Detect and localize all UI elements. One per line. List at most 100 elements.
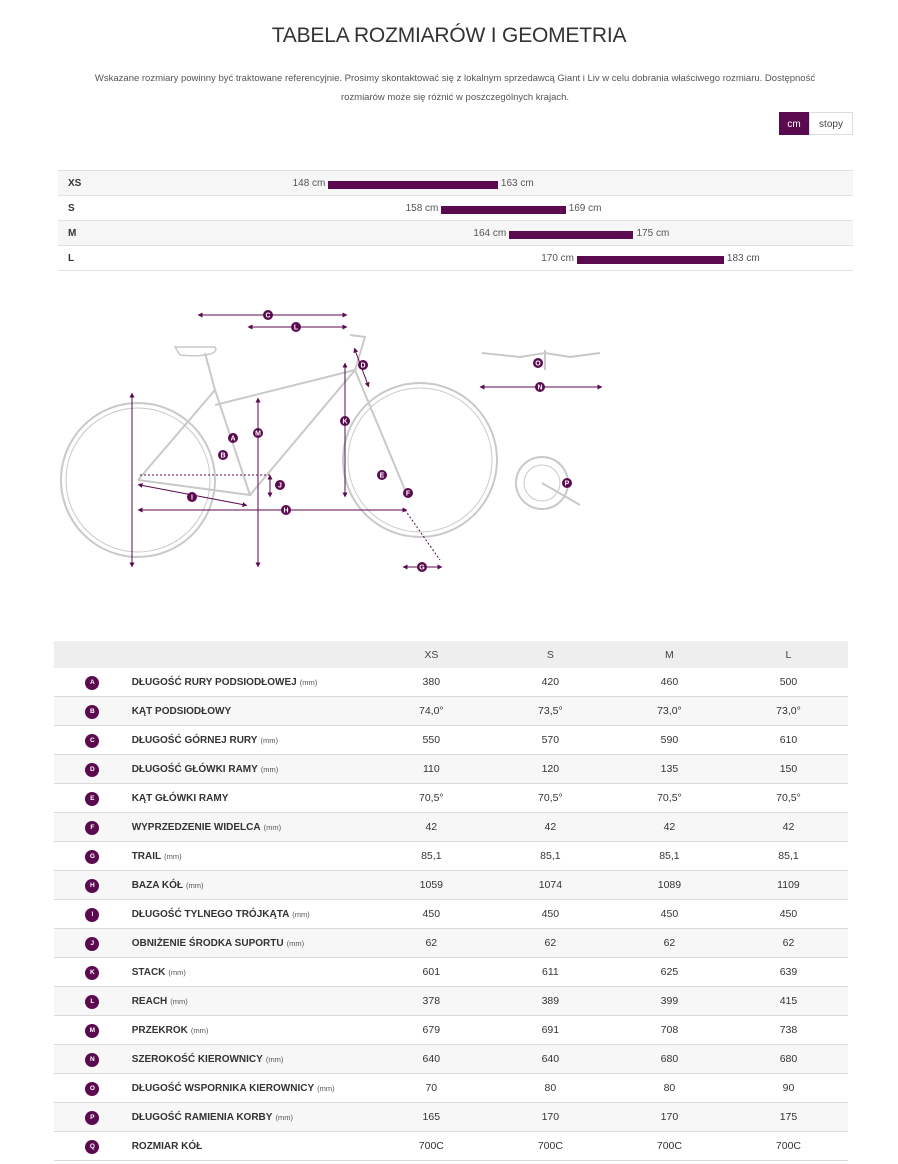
size-value-cell: 62 <box>728 928 848 958</box>
row-letter-cell: Q <box>54 1131 131 1161</box>
intro-line-2: rozmiarów może się różnić w poszczególny… <box>340 92 570 103</box>
table-row: A DŁUGOŚĆ RURY PODSIODŁOWEJ (mm) 380 420 460 5… <box>54 668 848 697</box>
row-name-cell: DŁUGOŚĆ GŁÓWKI RAMY (mm) <box>130 754 372 784</box>
row-letter-badge: Q <box>85 1139 100 1154</box>
size-value-cell: 610 <box>728 725 848 755</box>
diagram-marker-o: O <box>535 361 541 368</box>
unit-toggle: cm stopy <box>779 112 853 135</box>
row-letter-badge: G <box>85 849 100 864</box>
size-value-cell: 570 <box>490 725 610 755</box>
measurement-unit: (mm) <box>286 938 305 948</box>
size-value-cell: 70 <box>371 1073 491 1103</box>
row-name-cell: WYPRZEDZENIE WIDELCA (mm) <box>130 812 372 842</box>
diagram-marker-a: A <box>230 436 235 443</box>
measurement-name: KĄT PODSIODŁOWY <box>131 705 232 717</box>
diagram-marker-j: J <box>278 483 282 490</box>
row-letter-badge: D <box>85 762 100 777</box>
row-letter-badge: H <box>85 878 100 893</box>
diagram-markers: A B C D E F G H I J K L M N O P <box>187 310 572 572</box>
size-value-cell: 62 <box>490 928 610 958</box>
size-value-cell: 450 <box>490 899 610 929</box>
intro-text: Wskazane rozmiary powinny być traktowane… <box>50 69 860 107</box>
range-max-label: 183 cm <box>726 253 760 264</box>
size-value-cell: 175 <box>728 1102 848 1132</box>
size-range-row: S 158 cm 169 cm <box>58 195 853 220</box>
diagram-marker-o-dot <box>533 358 543 368</box>
row-letter-cell: F <box>54 812 131 842</box>
row-name-cell: DŁUGOŚĆ WSPORNIKA KIEROWNICY (mm) <box>130 1073 372 1103</box>
intro-line-1: Wskazane rozmiary powinny być traktowane… <box>94 73 816 84</box>
row-name-cell: BAZA KÓŁ (mm) <box>130 870 372 900</box>
measurement-name: BAZA KÓŁ <box>131 879 183 891</box>
size-label: M <box>68 228 77 239</box>
size-value-cell: 42 <box>609 812 729 842</box>
size-value-cell: 80 <box>490 1073 610 1103</box>
table-row: M PRZEKROK (mm) 679 691 708 738 <box>54 1015 848 1045</box>
diagram-marker-l-dot <box>291 322 301 332</box>
bike-geometry-diagram: A B C D E F G H I J K L M N O P <box>60 310 603 572</box>
size-value-cell: 1059 <box>371 870 491 900</box>
table-row: G TRAIL (mm) 85,1 85,1 85,1 85,1 <box>54 841 848 871</box>
size-value-cell: 170 <box>490 1102 610 1132</box>
size-value-cell: 1089 <box>609 870 729 900</box>
row-name-cell: ROZMIAR KÓŁ <box>130 1131 372 1161</box>
size-value-cell: 85,1 <box>371 841 491 871</box>
column-header: L <box>785 648 792 661</box>
measurement-unit: (mm) <box>170 996 188 1006</box>
size-value-cell: 150 <box>728 754 848 784</box>
measurement-name: DŁUGOŚĆ RAMIENIA KORBY <box>131 1111 273 1123</box>
handlebar-detail <box>481 350 601 370</box>
size-value-cell: 73,5° <box>490 696 610 726</box>
row-letter-badge: N <box>85 1052 100 1067</box>
table-row: J OBNIŻENIE ŚRODKA SUPORTU (mm) 62 62 62 62 <box>54 928 848 958</box>
row-letter-cell: D <box>54 754 131 784</box>
diagram-marker-l: L <box>294 325 299 332</box>
row-name-cell: DŁUGOŚĆ RAMIENIA KORBY (mm) <box>130 1102 372 1132</box>
row-letter-cell: N <box>54 1044 131 1074</box>
size-value-cell: 691 <box>490 1015 610 1045</box>
size-value-cell: 62 <box>371 928 491 958</box>
size-value-cell: 700C <box>728 1131 848 1161</box>
unit-cm-button[interactable]: cm <box>779 112 809 135</box>
measurement-unit: (mm) <box>168 967 186 977</box>
measurement-name: ROZMIAR KÓŁ <box>131 1140 203 1152</box>
table-row: C DŁUGOŚĆ GÓRNEJ RURY (mm) 550 570 590 610 <box>54 725 848 755</box>
range-max-label: 163 cm <box>500 178 534 189</box>
size-value-cell: 1109 <box>728 870 848 900</box>
diagram-marker-f-dot <box>403 488 413 498</box>
size-value-cell: 389 <box>490 986 610 1016</box>
row-name-cell: PRZEKROK (mm) <box>130 1015 372 1045</box>
diagram-marker-j-dot <box>275 480 285 490</box>
bike-outline <box>60 334 498 558</box>
size-range-row: L 170 cm 183 cm <box>58 245 853 271</box>
row-name-cell: TRAIL (mm) <box>130 841 372 871</box>
size-value-cell: 73,0° <box>728 696 848 726</box>
size-value-cell: 70,5° <box>609 783 729 813</box>
diagram-marker-d-dot <box>358 360 368 370</box>
size-value-cell: 70,5° <box>490 783 610 813</box>
row-letter-badge: M <box>85 1023 100 1038</box>
size-value-cell: 700C <box>490 1131 610 1161</box>
size-value-cell: 70,5° <box>728 783 848 813</box>
row-name-cell: DŁUGOŚĆ TYLNEGO TRÓJKĄTA (mm) <box>130 899 372 929</box>
size-value-cell: 120 <box>490 754 610 784</box>
diagram-marker-n-dot <box>535 382 545 392</box>
row-name-cell: REACH (mm) <box>130 986 372 1016</box>
column-header: M <box>665 648 674 661</box>
row-letter-cell: K <box>54 957 131 987</box>
range-min-label: 148 cm <box>292 178 326 189</box>
diagram-marker-p-dot <box>562 478 572 488</box>
measurement-name: STACK <box>131 966 166 978</box>
range-bar <box>328 181 498 189</box>
measurement-unit: (mm) <box>263 822 282 832</box>
size-value-cell: 85,1 <box>609 841 729 871</box>
diagram-marker-b: B <box>220 453 225 460</box>
column-header <box>131 641 372 668</box>
row-letter-cell: C <box>54 725 131 755</box>
column-header <box>54 641 131 668</box>
table-row: K STACK (mm) 601 611 625 639 <box>54 957 848 987</box>
size-value-cell: 450 <box>609 899 729 929</box>
table-row: D DŁUGOŚĆ GŁÓWKI RAMY (mm) 110 120 135 150 <box>54 754 848 784</box>
table-row: N SZEROKOŚĆ KIEROWNICY (mm) 640 640 680 680 <box>54 1044 848 1074</box>
unit-feet-button[interactable]: stopy <box>809 112 853 135</box>
